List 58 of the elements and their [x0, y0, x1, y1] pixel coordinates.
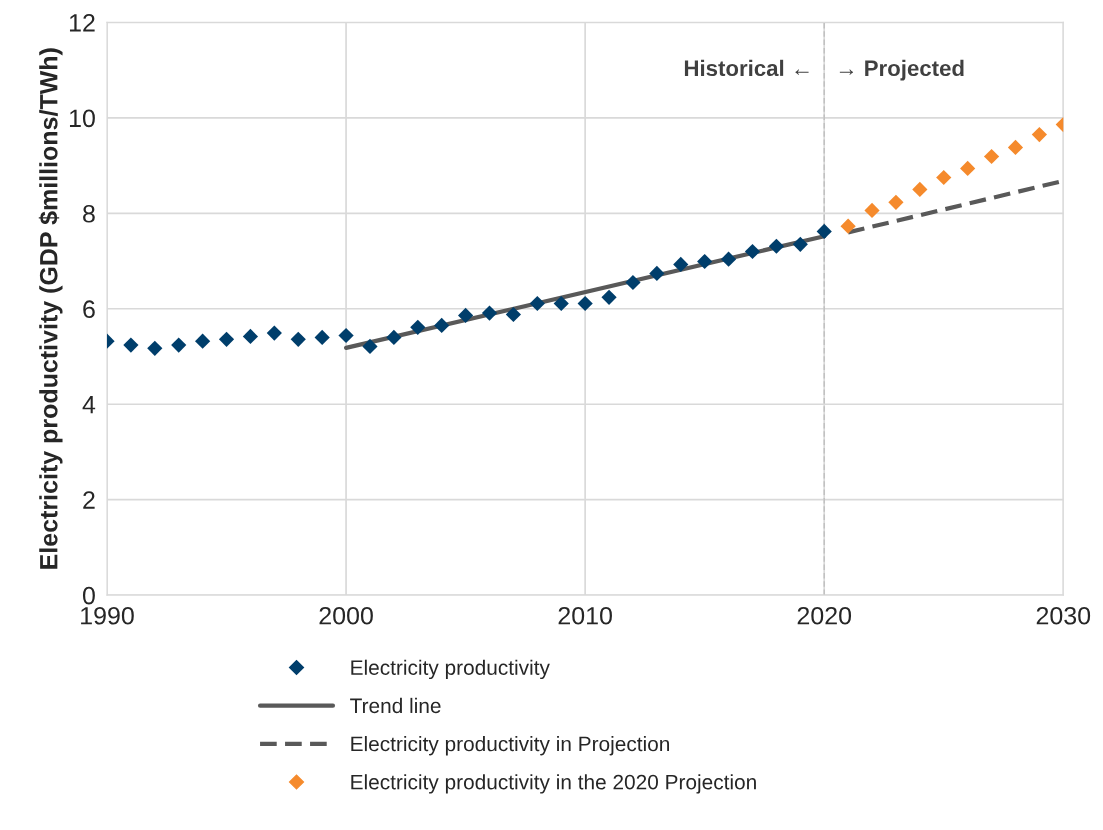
- point: [314, 329, 330, 345]
- annotation: → Projected: [839, 59, 964, 81]
- point: [147, 340, 163, 356]
- point: [1031, 126, 1047, 143]
- y-tick-label: 6: [83, 300, 95, 319]
- point: [290, 331, 306, 347]
- point: [553, 295, 569, 312]
- point: [362, 338, 378, 355]
- point: [697, 253, 713, 270]
- point: [434, 317, 450, 334]
- point: [673, 256, 689, 272]
- point: [195, 333, 211, 349]
- point: [768, 238, 785, 254]
- point: [601, 289, 617, 305]
- y-tick-label: 12: [69, 14, 95, 32]
- point: [936, 169, 952, 186]
- x-tick-label: 2020: [797, 606, 852, 625]
- point: [649, 265, 665, 282]
- point: [1007, 139, 1024, 156]
- point: [864, 202, 880, 219]
- x-tick-label: 1990: [81, 606, 134, 625]
- point: [912, 181, 928, 198]
- point: [458, 307, 474, 324]
- y-tick-label: 8: [83, 204, 95, 223]
- x-tick-label: 2010: [558, 606, 612, 625]
- point: [960, 160, 976, 177]
- point: [720, 251, 737, 267]
- legend-label: Trend line: [350, 697, 441, 714]
- point: [242, 328, 259, 345]
- point: [338, 327, 354, 344]
- point: [816, 223, 832, 240]
- point: [625, 274, 641, 291]
- legend-label: Electricity productivity in Projection: [351, 736, 670, 756]
- legend-label: Electricity productivity: [351, 659, 550, 680]
- point: [218, 331, 235, 347]
- point: [529, 295, 545, 312]
- point: [266, 325, 282, 341]
- point: [577, 295, 593, 312]
- point: [983, 148, 1000, 165]
- y-axis-title: Electricity productivity (GDP $millions/TWh): [38, 48, 63, 569]
- x-tick-label: 2030: [1036, 606, 1091, 625]
- y-tick-label: 0: [82, 586, 95, 605]
- point: [840, 218, 856, 234]
- point: [481, 305, 498, 321]
- point: [505, 306, 522, 323]
- point: [888, 194, 904, 210]
- point: [744, 243, 761, 260]
- point: [410, 319, 426, 335]
- point: [792, 236, 808, 252]
- x-tick-label: 2000: [319, 606, 373, 625]
- y-tick-label: 2: [83, 491, 95, 509]
- y-tick-label: 4: [82, 396, 96, 414]
- annotation: Historical ←: [684, 59, 809, 77]
- y-tick-label: 10: [69, 109, 95, 128]
- point: [386, 329, 402, 345]
- legend-label: Electricity productivity in the 2020 Projection: [351, 774, 756, 794]
- point: [171, 337, 187, 353]
- point: [123, 337, 139, 353]
